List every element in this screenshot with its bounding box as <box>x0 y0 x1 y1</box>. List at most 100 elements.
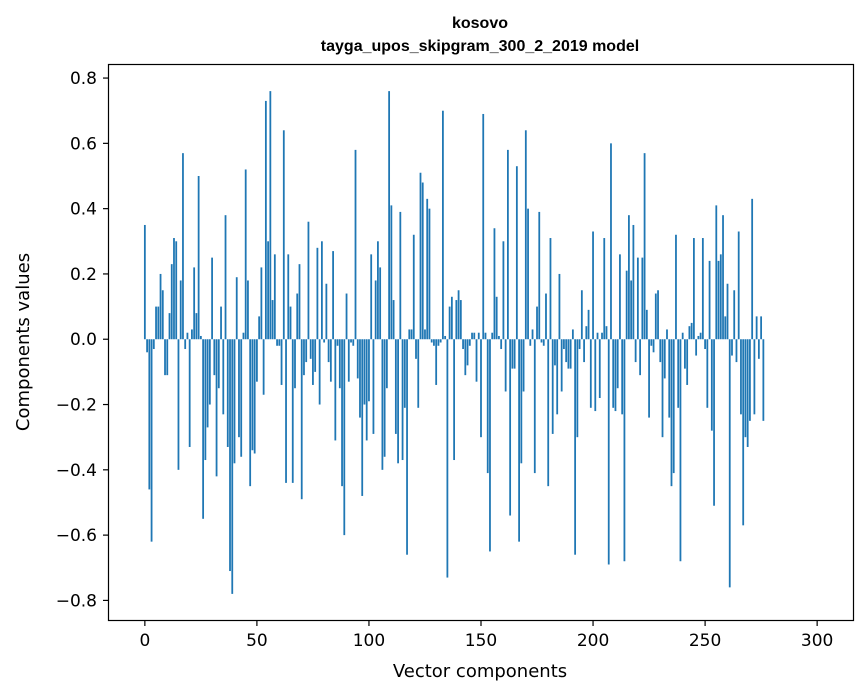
x-tick-label: 0 <box>139 631 150 651</box>
bar-component-240 <box>681 332 684 340</box>
bar-component-271 <box>751 198 754 340</box>
bar-component-181 <box>549 238 552 340</box>
bar-component-56 <box>269 91 272 340</box>
bar-component-128 <box>430 339 433 343</box>
bar-component-269 <box>746 339 749 447</box>
bar-component-59 <box>276 339 278 346</box>
bar-component-154 <box>489 339 491 552</box>
bar-component-29 <box>208 339 211 405</box>
bar-component-228 <box>654 293 657 340</box>
bar-component-161 <box>504 339 507 392</box>
bar-component-0 <box>143 224 146 340</box>
bar-component-114 <box>399 211 402 340</box>
bar-component-112 <box>394 339 397 434</box>
x-tick-label: 200 <box>577 631 609 651</box>
bar-component-2 <box>148 339 151 490</box>
bar-component-276 <box>762 339 765 421</box>
y-tick-label: 0.4 <box>70 200 97 220</box>
bar-component-233 <box>666 329 668 340</box>
bar-component-45 <box>244 169 247 340</box>
bar-component-249 <box>701 238 704 340</box>
bar-component-5 <box>155 306 157 340</box>
bar-component-6 <box>157 306 160 340</box>
bar-component-183 <box>554 339 556 366</box>
bar-component-227 <box>652 339 655 353</box>
bar-component-266 <box>740 339 742 415</box>
bar-component-188 <box>565 339 568 363</box>
bar-component-209 <box>612 339 615 408</box>
bar-component-231 <box>661 339 664 438</box>
bar-component-30 <box>211 257 213 340</box>
y-tick-label: 0.0 <box>70 330 97 350</box>
bar-component-134 <box>444 335 447 340</box>
bar-component-105 <box>379 267 382 340</box>
x-tick-label: 250 <box>689 631 721 651</box>
bar-component-99 <box>365 339 368 441</box>
bar-component-151 <box>482 113 485 340</box>
bar-component-38 <box>229 339 231 572</box>
x-tick-label: 50 <box>246 631 268 651</box>
bar-component-40 <box>233 339 236 464</box>
bar-component-200 <box>592 231 594 340</box>
bar-component-135 <box>446 339 449 578</box>
bar-component-201 <box>594 339 597 412</box>
bar-component-195 <box>580 290 583 340</box>
bar-component-162 <box>507 149 509 340</box>
bar-component-87 <box>338 339 341 389</box>
bar-component-170 <box>524 130 527 340</box>
bar-component-198 <box>587 309 590 340</box>
bar-component-157 <box>495 296 498 340</box>
bar-component-251 <box>706 339 709 408</box>
bar-component-224 <box>645 309 648 340</box>
bar-component-21 <box>191 329 193 340</box>
bar-component-275 <box>760 316 763 340</box>
y-tick-label: −0.8 <box>56 591 97 611</box>
bar-component-92 <box>350 339 352 343</box>
bar-component-16 <box>179 280 182 340</box>
bar-component-247 <box>697 335 700 340</box>
bar-component-107 <box>383 339 386 457</box>
bar-component-51 <box>258 316 261 340</box>
bar-component-117 <box>406 339 408 555</box>
bar-component-242 <box>686 339 689 385</box>
bar-component-85 <box>334 339 337 441</box>
bar-component-244 <box>690 322 693 340</box>
bar-component-193 <box>576 339 579 438</box>
bar-component-22 <box>193 267 196 340</box>
bar-component-12 <box>170 264 173 340</box>
bar-component-156 <box>493 228 496 340</box>
bar-component-96 <box>359 339 361 418</box>
bar-component-218 <box>632 224 635 340</box>
bar-component-226 <box>650 339 653 346</box>
bar-component-75 <box>312 339 314 385</box>
bar-component-46 <box>247 280 249 340</box>
bar-component-236 <box>672 339 675 474</box>
bar-component-223 <box>643 153 646 340</box>
bar-component-84 <box>332 251 334 340</box>
bar-component-72 <box>305 339 308 363</box>
bar-component-270 <box>749 339 751 421</box>
bar-component-129 <box>433 339 435 346</box>
chart-title: kosovo <box>452 15 508 32</box>
bar-component-33 <box>217 339 220 389</box>
bar-component-97 <box>361 339 364 496</box>
bar-component-267 <box>742 339 745 526</box>
bar-component-253 <box>710 339 713 431</box>
bar-component-63 <box>285 339 287 483</box>
bar-component-17 <box>182 153 184 340</box>
x-tick-label: 300 <box>801 631 833 651</box>
bar-component-255 <box>715 205 718 340</box>
y-tick-label: −0.4 <box>56 461 97 481</box>
bar-component-32 <box>215 339 218 477</box>
bar-component-189 <box>567 339 570 369</box>
bar-component-126 <box>426 198 429 340</box>
bar-component-41 <box>235 277 238 340</box>
bar-component-263 <box>733 290 736 340</box>
bar-component-155 <box>491 332 494 340</box>
bar-component-158 <box>498 335 500 340</box>
bar-component-82 <box>327 339 330 363</box>
bar-component-147 <box>473 332 476 340</box>
bar-component-47 <box>249 339 252 487</box>
